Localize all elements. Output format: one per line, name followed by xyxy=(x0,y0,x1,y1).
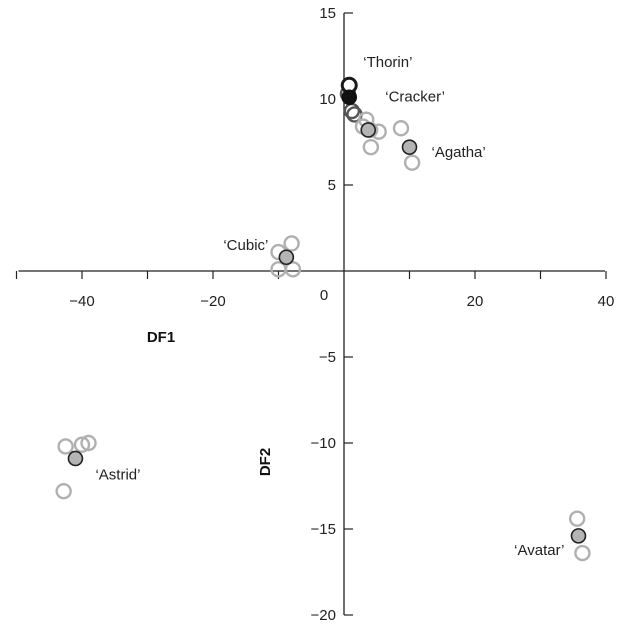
y-tick-label: −15 xyxy=(311,521,336,538)
replicate-point xyxy=(283,235,300,252)
replicate-point xyxy=(362,138,380,156)
y-tick-label: −10 xyxy=(311,435,336,452)
y-tick-label: −5 xyxy=(319,349,336,366)
y-axis-title: DF2 xyxy=(257,448,274,476)
cultivar-labels: ‘Thorin’ ‘Cracker’ ‘Agatha’ ‘Cubic’ ‘Astrid’… xyxy=(95,54,564,559)
cultivar-label: ‘Agatha’ xyxy=(432,144,486,161)
replicate-point xyxy=(568,510,586,527)
centroid-point xyxy=(401,139,418,155)
y-tick-label: 10 xyxy=(319,91,336,108)
tick-labels: −40 −20 0 20 40 −20 −15 −10 −5 5 10 15 xyxy=(69,5,614,624)
cultivar-label: ‘Astrid’ xyxy=(95,466,140,483)
cultivar-label: ‘Cubic’ xyxy=(223,237,268,254)
replicate-point xyxy=(55,482,72,500)
centroid-points xyxy=(67,76,587,544)
x-tick-label: −40 xyxy=(69,293,94,310)
replicate-point xyxy=(574,544,591,562)
y-tick-label: 5 xyxy=(328,177,336,194)
cultivar-label: ‘Cracker’ xyxy=(385,88,445,105)
centroid-point xyxy=(360,122,377,138)
cultivar-label: ‘Avatar’ xyxy=(514,542,564,559)
y-tick-label: −20 xyxy=(311,607,336,624)
replicate-point xyxy=(80,434,97,452)
x-tick-label: −20 xyxy=(200,293,225,310)
replicate-point xyxy=(403,154,421,171)
centroid-point xyxy=(341,89,358,106)
centroid-point xyxy=(67,450,84,467)
replicate-point xyxy=(392,120,410,137)
centroid-point xyxy=(570,528,587,544)
x-axis-title: DF1 xyxy=(147,329,175,346)
x-tick-label: 20 xyxy=(467,293,484,310)
x-tick-label: 0 xyxy=(320,287,328,304)
replicate-point xyxy=(73,436,91,453)
replicate-point xyxy=(284,261,302,278)
x-tick-label: 40 xyxy=(598,293,615,310)
y-tick-label: 15 xyxy=(319,5,336,22)
replicate-point xyxy=(57,438,74,455)
cultivar-label: ‘Thorin’ xyxy=(363,54,412,71)
centroid-point xyxy=(278,249,295,266)
replicate-points xyxy=(55,85,591,562)
